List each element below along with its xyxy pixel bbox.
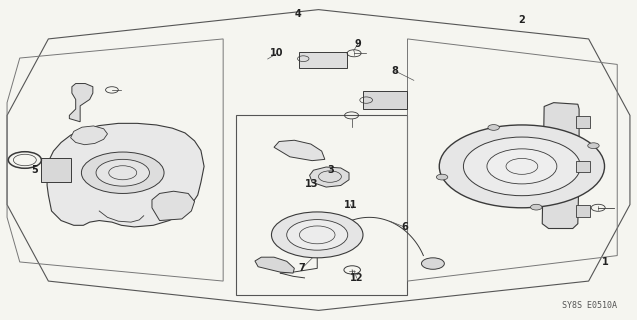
Text: 10: 10: [271, 48, 284, 58]
Text: 8: 8: [391, 66, 398, 76]
Circle shape: [488, 124, 499, 130]
Text: 9: 9: [355, 39, 361, 49]
Polygon shape: [152, 191, 194, 220]
Circle shape: [96, 159, 150, 186]
Bar: [363, 92, 408, 109]
Polygon shape: [255, 257, 294, 273]
Bar: [576, 116, 590, 127]
Text: 12: 12: [350, 273, 363, 283]
Circle shape: [422, 258, 445, 269]
Bar: [236, 116, 408, 295]
Text: SY8S E0510A: SY8S E0510A: [562, 301, 617, 310]
Text: 5: 5: [31, 164, 38, 174]
Bar: [41, 158, 71, 182]
Polygon shape: [71, 126, 108, 145]
Polygon shape: [542, 103, 579, 228]
Text: 4: 4: [295, 9, 301, 19]
Text: 1: 1: [603, 257, 609, 267]
Circle shape: [440, 125, 605, 208]
Bar: [299, 52, 347, 68]
Text: 2: 2: [519, 15, 526, 25]
Circle shape: [588, 143, 599, 148]
Bar: [576, 205, 590, 217]
Text: 13: 13: [305, 179, 319, 189]
Polygon shape: [69, 84, 93, 122]
Text: 3: 3: [328, 164, 334, 174]
Text: 11: 11: [343, 200, 357, 210]
Polygon shape: [47, 123, 204, 227]
Circle shape: [487, 149, 557, 184]
Circle shape: [82, 152, 164, 194]
Text: 6: 6: [401, 222, 408, 232]
Polygon shape: [310, 167, 349, 187]
Circle shape: [287, 220, 348, 250]
Polygon shape: [7, 10, 630, 310]
Circle shape: [531, 204, 542, 210]
Text: 7: 7: [299, 263, 305, 273]
Polygon shape: [274, 140, 325, 161]
Circle shape: [271, 212, 363, 258]
Bar: [576, 161, 590, 172]
Circle shape: [436, 174, 448, 180]
Circle shape: [464, 137, 580, 196]
